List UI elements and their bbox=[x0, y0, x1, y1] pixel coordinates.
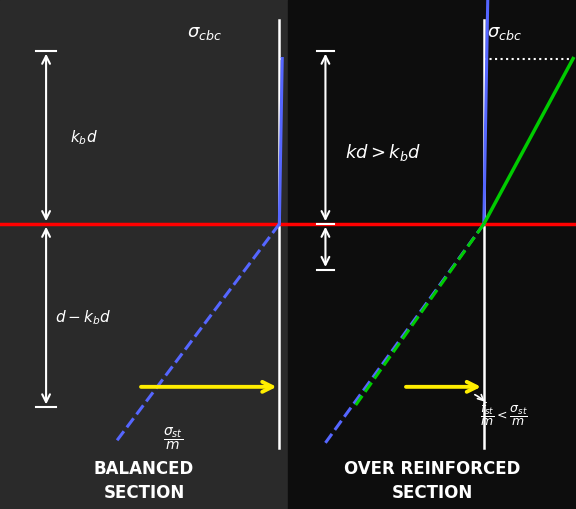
Text: BALANCED
SECTION: BALANCED SECTION bbox=[94, 460, 194, 502]
Text: $kd > k_b d$: $kd > k_b d$ bbox=[345, 142, 421, 163]
Text: $\dfrac{f_{st}}{m}<\dfrac{\sigma_{st}}{m}$: $\dfrac{f_{st}}{m}<\dfrac{\sigma_{st}}{m… bbox=[480, 401, 528, 429]
Text: $\sigma_{cbc}$: $\sigma_{cbc}$ bbox=[187, 24, 222, 42]
Text: $d-k_b d$: $d-k_b d$ bbox=[55, 309, 112, 327]
Bar bbox=[0, 0, 288, 509]
Text: $k_b d$: $k_b d$ bbox=[70, 128, 97, 147]
Text: OVER REINFORCED
SECTION: OVER REINFORCED SECTION bbox=[344, 460, 520, 502]
Bar bbox=[288, 0, 576, 509]
Text: $\sigma_{cbc}$: $\sigma_{cbc}$ bbox=[487, 24, 522, 42]
Text: $\dfrac{\sigma_{st}}{m}$: $\dfrac{\sigma_{st}}{m}$ bbox=[163, 425, 183, 452]
